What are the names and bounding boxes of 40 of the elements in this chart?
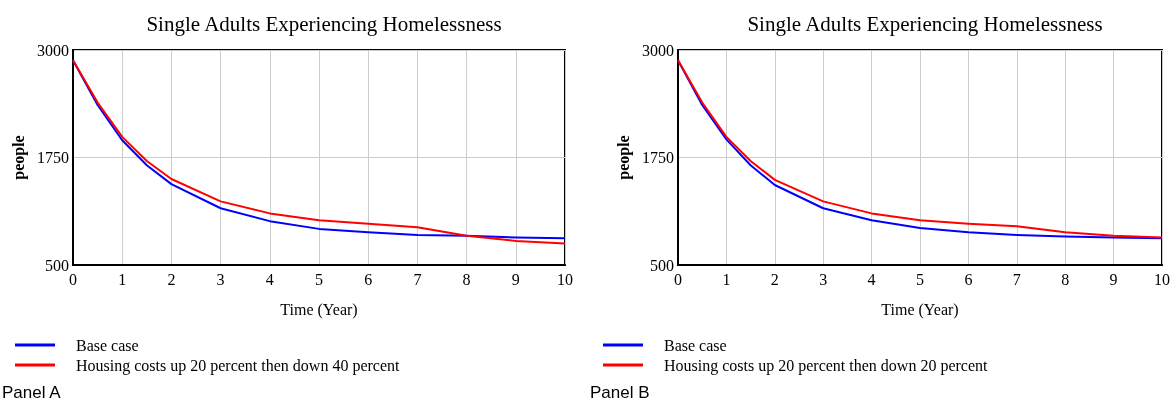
- legend-label: Housing costs up 20 percent then down 40 percent: [76, 356, 401, 375]
- x-tick-label: 1: [118, 270, 127, 288]
- x-tick-label: 0: [69, 270, 77, 288]
- x-tick-label: 9: [1109, 270, 1118, 288]
- y-tick-label: 500: [45, 256, 69, 274]
- x-tick-label: 10: [1154, 270, 1170, 288]
- x-tick-label: 7: [413, 270, 422, 288]
- x-tick-label: 5: [315, 270, 323, 288]
- y-tick-label: 3000: [37, 41, 69, 59]
- x-tick-label: 1: [722, 270, 731, 288]
- x-tick-label: 6: [964, 270, 973, 288]
- x-tick-label: 7: [1012, 270, 1021, 288]
- x-axis-title: Time (Year): [881, 300, 959, 319]
- y-axis-title: people: [614, 135, 633, 180]
- y-axis-title: people: [9, 135, 28, 180]
- x-tick-label: 8: [462, 270, 471, 288]
- x-axis-title: Time (Year): [280, 300, 358, 319]
- y-tick-label: 1750: [37, 149, 69, 166]
- x-tick-label: 2: [770, 270, 779, 288]
- x-tick-label: 9: [511, 270, 520, 288]
- x-tick-label: 8: [1061, 270, 1070, 288]
- x-tick-label: 0: [674, 270, 682, 288]
- legend-label: Housing costs up 20 percent then down 20 percent: [664, 356, 989, 375]
- legend-label: Base case: [664, 336, 727, 354]
- y-tick-label: 3000: [642, 41, 674, 59]
- x-tick-label: 3: [216, 270, 225, 288]
- x-tick-label: 2: [167, 270, 176, 288]
- x-tick-label: 5: [916, 270, 924, 288]
- text: Panel B: [590, 383, 650, 402]
- y-tick-label: 1750: [642, 149, 674, 166]
- x-tick-label: 6: [364, 270, 373, 288]
- legend-label: Base case: [76, 336, 139, 354]
- x-tick-label: 4: [867, 270, 876, 288]
- chart-title: Single Adults Experiencing Homelessness: [146, 11, 502, 36]
- y-tick-label: 500: [650, 256, 674, 274]
- x-tick-label: 3: [819, 270, 828, 288]
- x-tick-label: 10: [557, 270, 573, 288]
- text: Panel A: [2, 383, 62, 402]
- chart-title: Single Adults Experiencing Homelessness: [747, 11, 1103, 36]
- x-tick-label: 4: [265, 270, 274, 288]
